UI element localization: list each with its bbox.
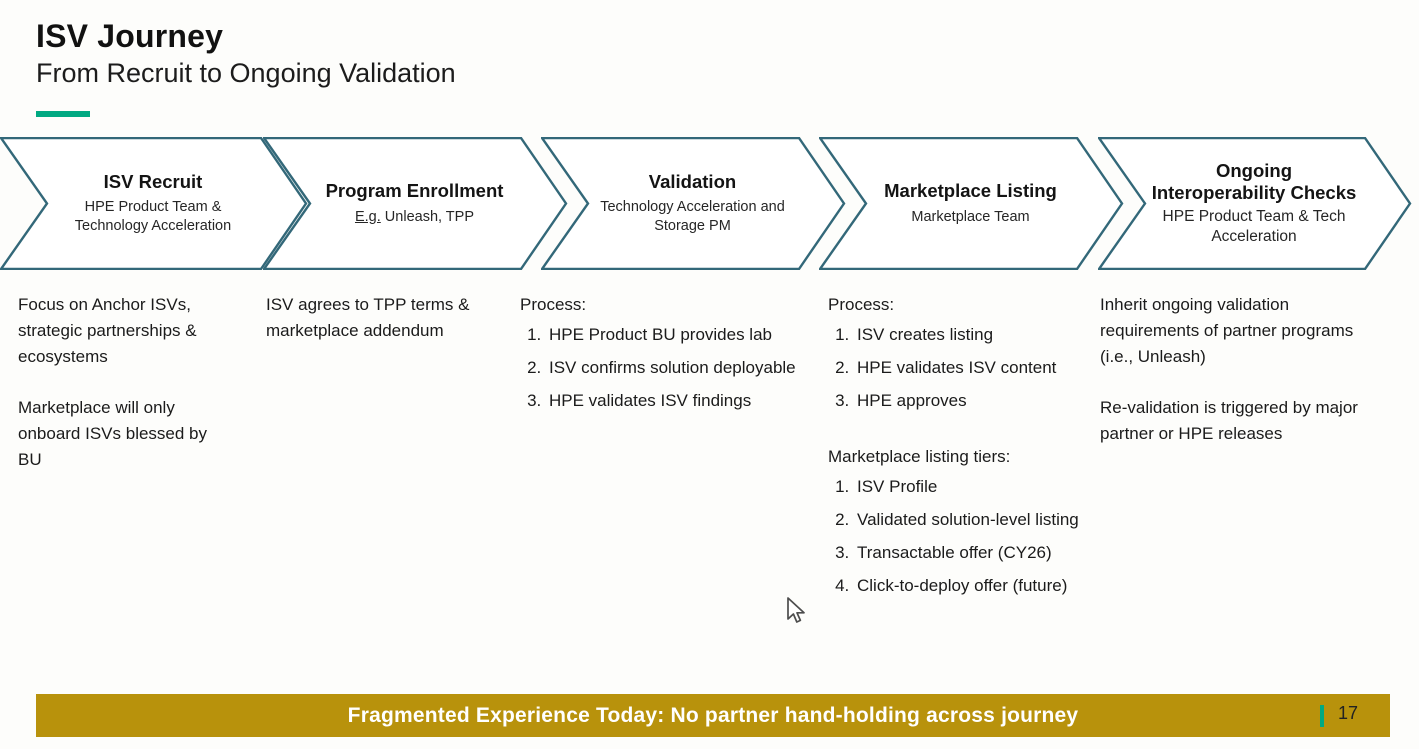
list-heading: Marketplace listing tiers: bbox=[828, 447, 1011, 466]
list-item: Transactable offer (CY26) bbox=[854, 540, 1128, 566]
summary-banner: Fragmented Experience Today: No partner … bbox=[36, 694, 1390, 737]
list-item: HPE validates ISV content bbox=[854, 355, 1128, 381]
note-paragraph: Marketplace will only onboard ISVs bless… bbox=[18, 398, 208, 469]
notes-program-enrollment: ISV agrees to TPP terms & marketplace ad… bbox=[266, 292, 488, 344]
chevron-shape bbox=[541, 137, 846, 270]
step-subtitle: HPE Product Team & Tech Acceleration bbox=[1162, 208, 1346, 246]
list-item: Click-to-deploy offer (future) bbox=[854, 573, 1128, 599]
page-number: 17 bbox=[1337, 703, 1358, 723]
notes-marketplace-listing: Process: ISV creates listing HPE validat… bbox=[828, 292, 1128, 606]
step-subtitle: E.g. Unleash, TPP bbox=[354, 208, 475, 225]
slide-header: ISV Journey From Recruit to Ongoing Vali… bbox=[36, 18, 456, 91]
list-heading: Process: bbox=[520, 295, 587, 314]
step-subtitle: HPE Product Team & Technology Accelerati… bbox=[74, 199, 232, 235]
list-item: HPE Product BU provides lab bbox=[546, 322, 840, 348]
process-step-program-enrollment: Program Enrollment E.g. Unleash, TPP bbox=[263, 137, 568, 270]
step-title: Program Enrollment bbox=[325, 180, 504, 202]
notes-validation: Process: HPE Product BU provides lab ISV… bbox=[520, 292, 840, 421]
process-step-validation: Validation Technology Acceleration and S… bbox=[541, 137, 846, 270]
notes-ongoing-checks: Inherit ongoing validation requirements … bbox=[1100, 292, 1372, 447]
list-item: ISV Profile bbox=[854, 474, 1128, 500]
list-item: HPE approves bbox=[854, 388, 1128, 414]
note-paragraph: ISV agrees to TPP terms & marketplace ad… bbox=[266, 295, 470, 340]
tiers-list: ISV Profile Validated solution-level lis… bbox=[828, 474, 1128, 599]
list-item: ISV confirms solution deployable bbox=[546, 355, 840, 381]
note-paragraph: Focus on Anchor ISVs, strategic partners… bbox=[18, 295, 197, 366]
list-item: ISV creates listing bbox=[854, 322, 1128, 348]
chevron-shape bbox=[1098, 137, 1412, 270]
mouse-cursor-icon bbox=[786, 596, 806, 631]
list-heading: Process: bbox=[828, 295, 895, 314]
process-list: ISV creates listing HPE validates ISV co… bbox=[828, 322, 1128, 414]
step-title: Ongoing Interoperability Checks bbox=[1151, 159, 1357, 203]
chevron-shape bbox=[0, 137, 308, 270]
step-title: ISV Recruit bbox=[103, 171, 203, 193]
note-paragraph: Inherit ongoing validation requirements … bbox=[1100, 295, 1354, 366]
process-step-ongoing-checks: Ongoing Interoperability Checks HPE Prod… bbox=[1098, 137, 1412, 270]
chevron-shape bbox=[263, 137, 568, 270]
step-subtitle: Technology Acceleration and Storage PM bbox=[600, 199, 785, 235]
process-step-marketplace-listing: Marketplace Listing Marketplace Team bbox=[819, 137, 1124, 270]
note-paragraph: Re-validation is triggered by major part… bbox=[1100, 398, 1358, 443]
accent-underline bbox=[36, 111, 90, 117]
process-list: HPE Product BU provides lab ISV confirms… bbox=[520, 322, 840, 414]
step-title: Marketplace Listing bbox=[884, 180, 1057, 202]
page-subtitle: From Recruit to Ongoing Validation bbox=[36, 57, 456, 88]
list-item: Validated solution-level listing bbox=[854, 507, 1128, 533]
process-step-isv-recruit: ISV Recruit HPE Product Team & Technolog… bbox=[0, 137, 308, 270]
step-subtitle: Marketplace Team bbox=[911, 208, 1030, 225]
notes-isv-recruit: Focus on Anchor ISVs, strategic partners… bbox=[18, 292, 232, 473]
list-item: HPE validates ISV findings bbox=[546, 388, 840, 414]
page-marker-bar bbox=[1320, 705, 1324, 727]
banner-text: Fragmented Experience Today: No partner … bbox=[347, 703, 1079, 727]
page-title: ISV Journey bbox=[36, 18, 224, 54]
chevron-shape bbox=[819, 137, 1124, 270]
step-title: Validation bbox=[648, 171, 737, 193]
